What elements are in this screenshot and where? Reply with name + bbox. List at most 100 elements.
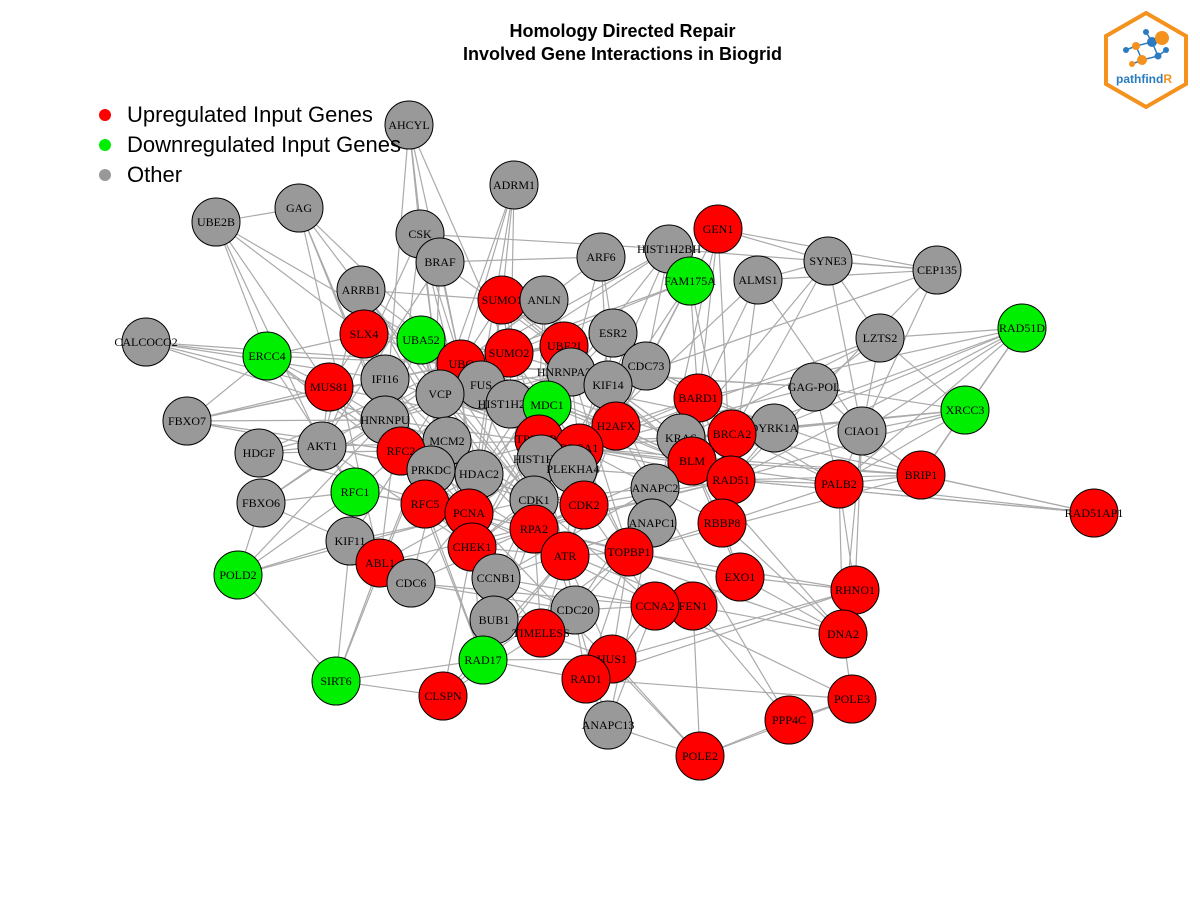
node-ppp4c[interactable]: PPP4C	[764, 695, 814, 745]
node-circle-rbbp8[interactable]	[697, 498, 747, 548]
node-cdk2[interactable]: CDK2	[559, 480, 609, 530]
node-circle-rad17[interactable]	[458, 635, 508, 685]
node-blm[interactable]: BLM	[667, 436, 717, 486]
node-mus81[interactable]: MUS81	[304, 362, 354, 412]
node-circle-anapc13[interactable]	[583, 700, 633, 750]
node-circle-clspn[interactable]	[418, 671, 468, 721]
node-cdc20[interactable]: CDC20	[550, 585, 600, 635]
node-ccna2[interactable]: CCNA2	[630, 581, 680, 631]
node-circle-cep135[interactable]	[912, 245, 962, 295]
node-circle-rad51d[interactable]	[997, 303, 1047, 353]
node-anapc2[interactable]: ANAPC2	[630, 463, 680, 513]
node-arf6[interactable]: ARF6	[576, 232, 626, 282]
node-palb2[interactable]: PALB2	[814, 459, 864, 509]
node-sumo2[interactable]: SUMO2	[484, 328, 534, 378]
node-circle-ercc4[interactable]	[242, 331, 292, 381]
node-vcp[interactable]: VCP	[415, 369, 465, 419]
node-rhno1[interactable]: RHNO1	[830, 565, 880, 615]
node-circle-ccna2[interactable]	[630, 581, 680, 631]
node-cdc73[interactable]: CDC73	[621, 341, 671, 391]
node-circle-pole2[interactable]	[675, 731, 725, 781]
node-sumo1[interactable]: SUMO1	[477, 275, 527, 325]
node-circle-uba52[interactable]	[396, 315, 446, 365]
node-circle-exo1[interactable]	[715, 552, 765, 602]
node-circle-sumo2[interactable]	[484, 328, 534, 378]
node-hdgf[interactable]: HDGF	[234, 428, 284, 478]
node-ciao1[interactable]: CIAO1	[837, 406, 887, 456]
node-circle-ppp4c[interactable]	[764, 695, 814, 745]
node-arrb1[interactable]: ARRB1	[336, 265, 386, 315]
node-rfc5[interactable]: RFC5	[400, 479, 450, 529]
node-circle-palb2[interactable]	[814, 459, 864, 509]
node-syne3[interactable]: SYNE3	[803, 236, 853, 286]
node-alms1[interactable]: ALMS1	[733, 255, 783, 305]
node-circle-hdgf[interactable]	[234, 428, 284, 478]
node-ccnb1[interactable]: CCNB1	[471, 553, 521, 603]
node-gen1[interactable]: GEN1	[693, 204, 743, 254]
node-brca2[interactable]: BRCA2	[707, 409, 757, 459]
node-circle-cdk2[interactable]	[559, 480, 609, 530]
node-rad17[interactable]: RAD17	[458, 635, 508, 685]
node-timeless[interactable]: TIMELESS	[512, 608, 570, 658]
node-akt1[interactable]: AKT1	[297, 421, 347, 471]
node-circle-gen1[interactable]	[693, 204, 743, 254]
node-dna2[interactable]: DNA2	[818, 609, 868, 659]
node-pole2[interactable]: POLE2	[675, 731, 725, 781]
node-circle-atr[interactable]	[540, 531, 590, 581]
node-circle-rfc1[interactable]	[330, 467, 380, 517]
node-exo1[interactable]: EXO1	[715, 552, 765, 602]
node-pold2[interactable]: POLD2	[213, 550, 263, 600]
node-anln[interactable]: ANLN	[519, 275, 569, 325]
node-circle-topbp1[interactable]	[604, 527, 654, 577]
node-circle-timeless[interactable]	[516, 608, 566, 658]
node-circle-anln[interactable]	[519, 275, 569, 325]
node-circle-fam175a[interactable]	[665, 256, 715, 306]
node-circle-syne3[interactable]	[803, 236, 853, 286]
node-adrm1[interactable]: ADRM1	[489, 160, 539, 210]
node-circle-pole3[interactable]	[827, 674, 877, 724]
node-fbxo7[interactable]: FBXO7	[162, 396, 212, 446]
node-circle-mus81[interactable]	[304, 362, 354, 412]
node-brip1[interactable]: BRIP1	[896, 450, 946, 500]
node-circle-calcoco2[interactable]	[121, 317, 171, 367]
node-fbxo6[interactable]: FBXO6	[236, 478, 286, 528]
node-atr[interactable]: ATR	[540, 531, 590, 581]
node-circle-braf[interactable]	[415, 237, 465, 287]
node-slx4[interactable]: SLX4	[339, 309, 389, 359]
node-cep135[interactable]: CEP135	[912, 245, 962, 295]
node-h2afx[interactable]: H2AFX	[591, 401, 641, 451]
node-circle-slx4[interactable]	[339, 309, 389, 359]
node-circle-fbxo6[interactable]	[236, 478, 286, 528]
node-fen1[interactable]: FEN1	[668, 581, 718, 631]
node-ahcyl[interactable]: AHCYL	[384, 100, 434, 150]
node-circle-cdc6[interactable]	[386, 558, 436, 608]
node-bard1[interactable]: BARD1	[673, 373, 723, 423]
node-lzts2[interactable]: LZTS2	[855, 313, 905, 363]
node-circle-xrcc3[interactable]	[940, 385, 990, 435]
node-circle-gag[interactable]	[274, 183, 324, 233]
node-rad51[interactable]: RAD51	[706, 455, 756, 505]
node-circle-ciao1[interactable]	[837, 406, 887, 456]
node-esr2[interactable]: ESR2	[588, 308, 638, 358]
node-xrcc3[interactable]: XRCC3	[940, 385, 990, 435]
node-bub1[interactable]: BUB1	[469, 595, 519, 645]
node-anapc13[interactable]: ANAPC13	[582, 700, 635, 750]
node-uba52[interactable]: UBA52	[396, 315, 446, 365]
node-topbp1[interactable]: TOPBP1	[604, 527, 654, 577]
node-gag[interactable]: GAG	[274, 183, 324, 233]
node-rfc1[interactable]: RFC1	[330, 467, 380, 517]
node-circle-h2afx[interactable]	[591, 401, 641, 451]
node-circle-sirt6[interactable]	[311, 656, 361, 706]
node-circle-rad1[interactable]	[561, 654, 611, 704]
node-kif14[interactable]: KIF14	[583, 360, 633, 410]
node-circle-ahcyl[interactable]	[384, 100, 434, 150]
node-circle-arf6[interactable]	[576, 232, 626, 282]
node-circle-cdc20[interactable]	[550, 585, 600, 635]
node-circle-brip1[interactable]	[896, 450, 946, 500]
node-circle-ube2b[interactable]	[191, 197, 241, 247]
node-rad1[interactable]: RAD1	[561, 654, 611, 704]
node-sirt6[interactable]: SIRT6	[311, 656, 361, 706]
node-fam175a[interactable]: FAM175A	[664, 256, 716, 306]
node-rad51d[interactable]: RAD51D	[997, 303, 1047, 353]
node-braf[interactable]: BRAF	[415, 237, 465, 287]
